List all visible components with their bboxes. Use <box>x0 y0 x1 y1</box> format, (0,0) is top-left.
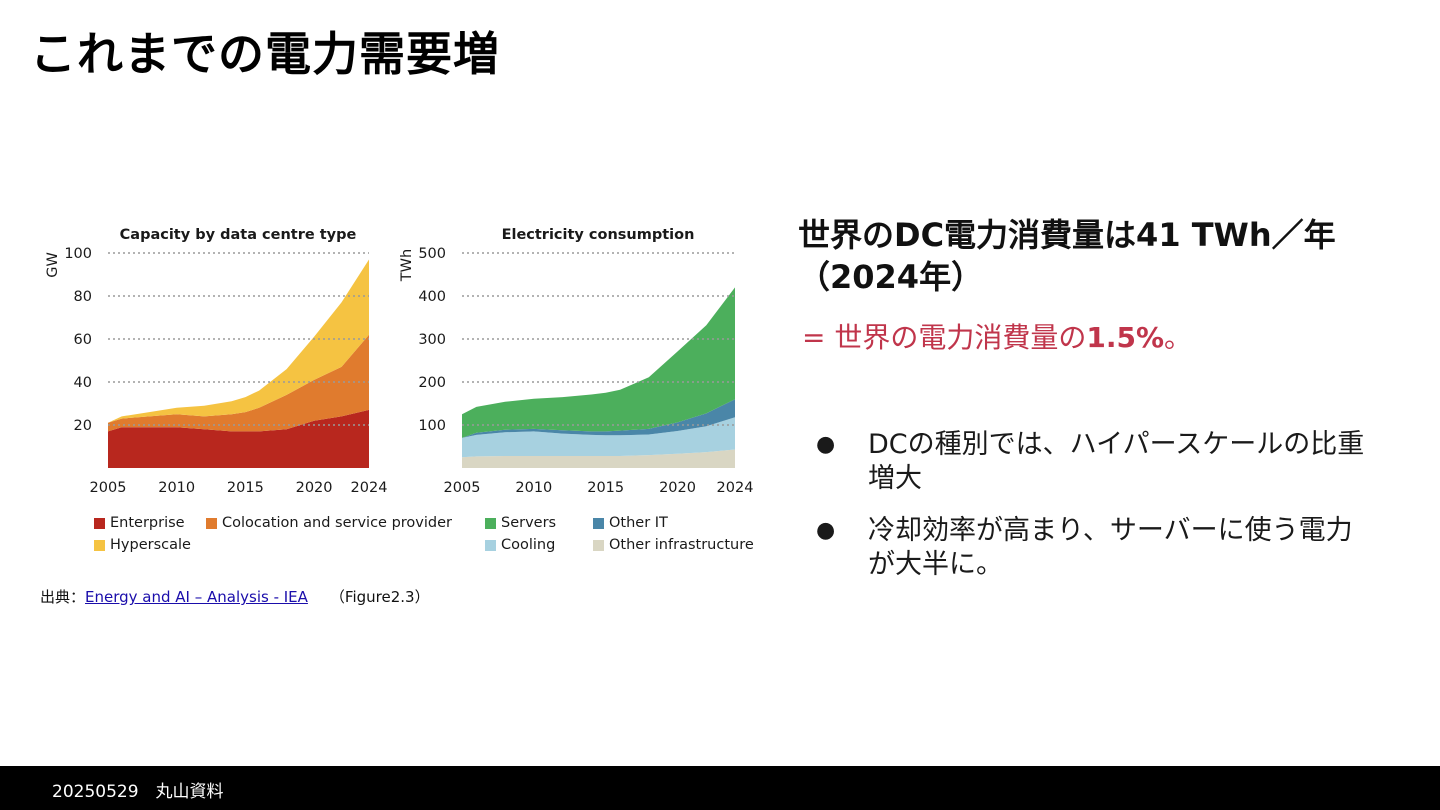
x-tick-label: 2024 <box>351 480 388 496</box>
y-tick-label: 40 <box>74 375 92 391</box>
highlight-value: 1.5% <box>1086 321 1165 354</box>
headline: 世界のDC電力消費量は41 TWh／年（2024年） <box>798 216 1336 296</box>
bullet-text: DCの種別では、ハイパースケールの比重増大 <box>868 429 1365 494</box>
legend-label: Colocation and service provider <box>222 515 452 531</box>
legend-swatch <box>94 517 105 529</box>
bullet-text: 冷却効率が高まり、サーバーに使う電力が大半に。 <box>868 515 1353 580</box>
legend-item-servers: Servers <box>485 515 556 531</box>
legend-swatch <box>485 517 496 529</box>
y-axis-label: GW <box>45 252 61 278</box>
x-tick-label: 2015 <box>587 480 624 496</box>
x-tick-label: 2005 <box>90 480 127 496</box>
x-tick-label: 2024 <box>717 480 754 496</box>
source-link[interactable]: Energy and AI – Analysis - IEA <box>85 588 308 606</box>
y-tick-label: 300 <box>418 332 446 348</box>
y-axis-label: TWh <box>399 249 415 282</box>
x-tick-label: 2010 <box>515 480 552 496</box>
x-tick-label: 2010 <box>158 480 195 496</box>
highlight-prefix: = 世界の電力消費量の <box>802 321 1087 354</box>
legend-item-enterprise: Enterprise <box>94 515 185 531</box>
legend-item-hyperscale: Hyperscale <box>94 537 191 553</box>
y-tick-label: 400 <box>418 289 446 305</box>
capacity-chart: Capacity by data centre type GW 20 40 60 80 10… <box>45 227 387 496</box>
area-colocation-and-service-provider <box>108 334 369 432</box>
figure-reference: （Figure2.3） <box>329 588 430 606</box>
legend-swatch <box>206 517 217 529</box>
highlight-suffix: 。 <box>1164 321 1193 354</box>
charts-svg: Capacity by data centre type GW 20 40 60 80 10… <box>45 227 753 496</box>
bullet-icon: ● <box>816 432 836 457</box>
iea-figure: Capacity by data centre type GW 20 40 60 80 10… <box>30 210 770 560</box>
slide-title: これまでの電力需要増 <box>30 27 500 81</box>
chart-title: Electricity consumption <box>502 227 695 243</box>
y-tick-label: 20 <box>74 418 92 434</box>
legend-right: Servers Other IT Cooling Other infrastru… <box>485 515 770 559</box>
right-panel: 世界のDC電力消費量は41 TWh／年（2024年） = 世界の電力消費量の1.… <box>798 214 1378 580</box>
area-other-it <box>462 399 735 438</box>
legend-swatch <box>485 539 496 551</box>
legend-item-other-it: Other IT <box>593 515 668 531</box>
area-cooling <box>462 417 735 458</box>
legend-swatch <box>593 539 604 551</box>
x-tick-label: 2015 <box>227 480 264 496</box>
chart-title: Capacity by data centre type <box>120 227 357 243</box>
x-tick-label: 2020 <box>296 480 333 496</box>
y-tick-label: 100 <box>64 246 92 262</box>
y-tick-label: 80 <box>74 289 92 305</box>
footer-bar: 20250529 丸山資料 <box>0 766 1440 810</box>
legend-swatch <box>593 517 604 529</box>
bullet-item: ● 冷却効率が高まり、サーバーに使う電力が大半に。 <box>816 514 1376 582</box>
source-citation: 出典：Energy and AI – Analysis - IEA （Figure… <box>40 586 430 607</box>
legend-label: Enterprise <box>110 515 185 531</box>
legend-label: Hyperscale <box>110 537 191 553</box>
legend-left: Enterprise Colocation and service provid… <box>94 515 474 559</box>
area-servers <box>462 287 735 438</box>
y-tick-label: 500 <box>418 246 446 262</box>
y-tick-label: 60 <box>74 332 92 348</box>
bullet-icon: ● <box>816 518 836 543</box>
legend-swatch <box>94 539 105 551</box>
y-tick-label: 100 <box>418 418 446 434</box>
legend-label: Other IT <box>609 515 668 531</box>
bullet-item: ● DCの種別では、ハイパースケールの比重増大 <box>816 428 1376 496</box>
legend-item-colocation: Colocation and service provider <box>206 515 452 531</box>
consumption-chart: Electricity consumption TWh 100 200 300 400 50… <box>399 227 753 496</box>
legend-item-cooling: Cooling <box>485 537 555 553</box>
legend-label: Cooling <box>501 537 556 553</box>
source-prefix: 出典： <box>40 588 86 606</box>
footer-text: 20250529 丸山資料 <box>52 782 224 802</box>
x-tick-label: 2020 <box>659 480 696 496</box>
area-other-infrastructure <box>462 449 735 468</box>
y-tick-label: 200 <box>418 375 446 391</box>
legend-label: Servers <box>501 515 557 531</box>
legend-label: Other infrastructure <box>609 537 754 553</box>
x-tick-label: 2005 <box>444 480 481 496</box>
bullet-list: ● DCの種別では、ハイパースケールの比重増大 ● 冷却効率が高まり、サーバーに… <box>816 428 1376 600</box>
legend-item-other-infrastructure: Other infrastructure <box>593 537 754 553</box>
highlight-line: = 世界の電力消費量の1.5%。 <box>802 316 1378 356</box>
